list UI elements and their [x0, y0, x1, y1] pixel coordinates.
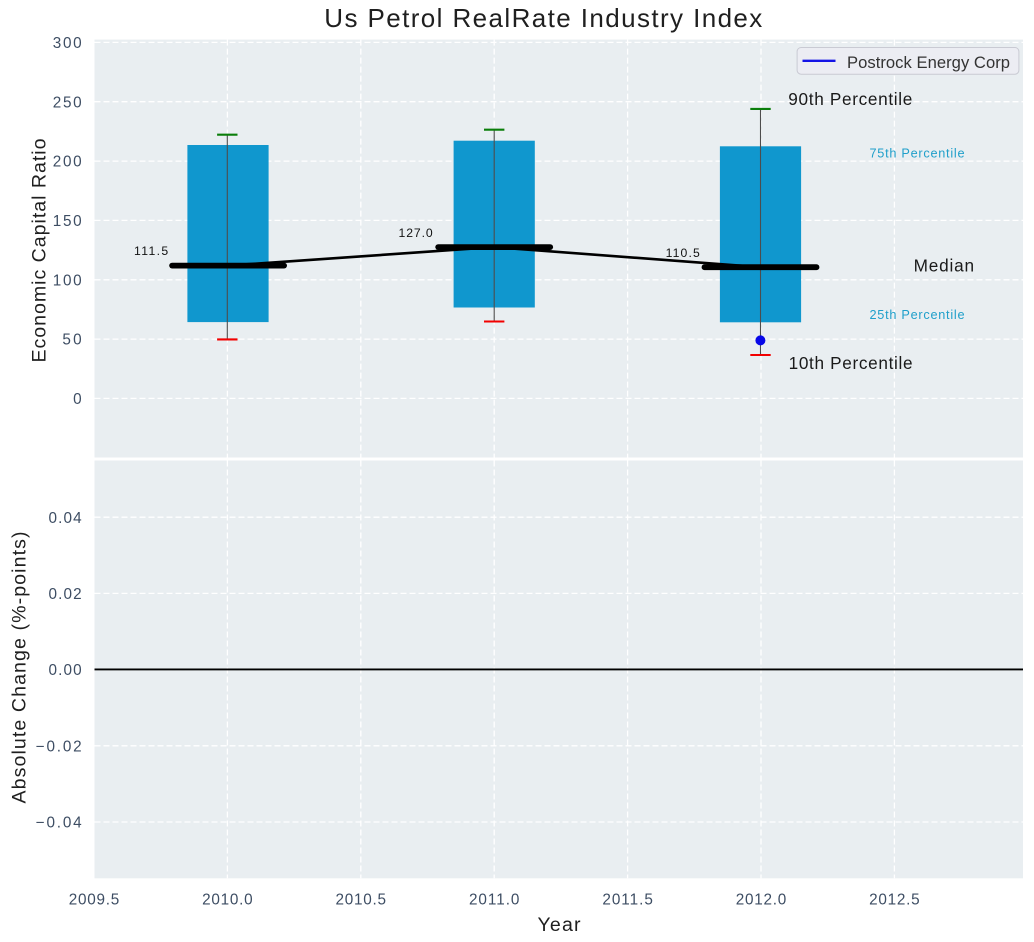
svg-text:0.02: 0.02 [49, 586, 82, 603]
svg-text:250: 250 [53, 94, 82, 111]
svg-text:2011.0: 2011.0 [469, 892, 520, 909]
svg-text:127.0: 127.0 [399, 226, 433, 240]
svg-text:110.5: 110.5 [666, 246, 700, 260]
svg-text:0.00: 0.00 [49, 662, 82, 679]
svg-text:Economic Capital Ratio: Economic Capital Ratio [29, 138, 51, 362]
svg-text:−0.04: −0.04 [36, 815, 82, 832]
svg-text:0: 0 [73, 391, 82, 408]
svg-text:2011.5: 2011.5 [602, 892, 653, 909]
svg-text:2012.0: 2012.0 [736, 892, 787, 909]
svg-text:−0.02: −0.02 [36, 738, 82, 755]
svg-text:Postrock Energy Corp: Postrock Energy Corp [847, 53, 1010, 72]
svg-text:Absolute Change (%-points): Absolute Change (%-points) [9, 532, 31, 804]
svg-text:2009.5: 2009.5 [69, 892, 120, 909]
svg-text:Year: Year [538, 914, 581, 936]
svg-text:10th Percentile: 10th Percentile [789, 353, 913, 373]
svg-text:100: 100 [53, 272, 82, 289]
svg-text:Us Petrol RealRate Industry In: Us Petrol RealRate Industry Index [324, 3, 762, 33]
svg-text:2010.0: 2010.0 [202, 892, 253, 909]
svg-text:200: 200 [53, 154, 82, 171]
svg-text:2012.5: 2012.5 [869, 892, 920, 909]
svg-text:2010.5: 2010.5 [336, 892, 387, 909]
svg-text:25th Percentile: 25th Percentile [870, 308, 965, 322]
svg-text:300: 300 [53, 35, 82, 52]
svg-text:150: 150 [53, 213, 82, 230]
svg-text:50: 50 [62, 332, 81, 349]
svg-text:75th Percentile: 75th Percentile [870, 147, 965, 161]
svg-text:90th Percentile: 90th Percentile [788, 89, 912, 109]
svg-text:0.04: 0.04 [49, 510, 83, 527]
svg-text:111.5: 111.5 [134, 244, 168, 258]
svg-text:Median: Median [914, 255, 975, 275]
